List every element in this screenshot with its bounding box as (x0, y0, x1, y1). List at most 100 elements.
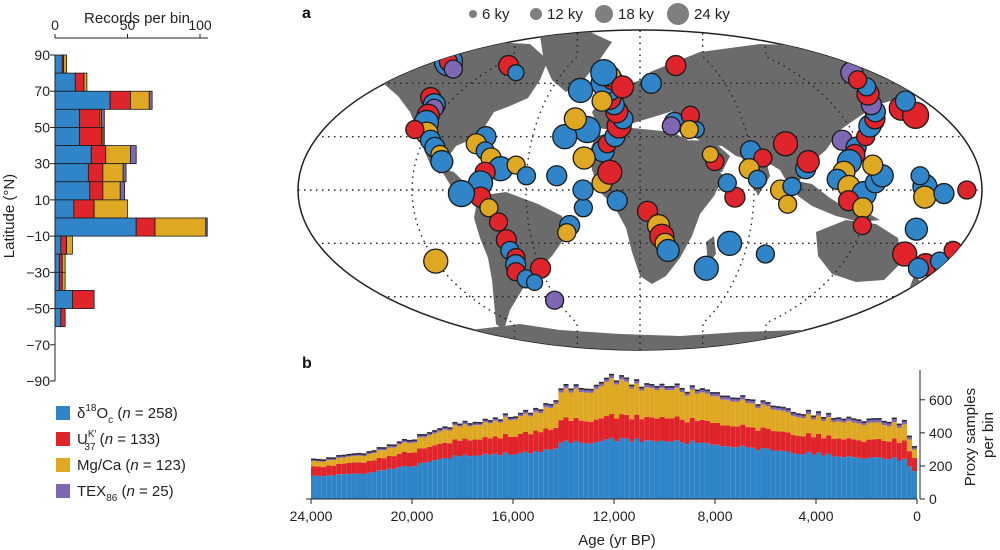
hist-bar-d18O-bin-30 (54, 145, 92, 165)
ts-bar-d18O (654, 441, 660, 499)
ts-bar-d18O (684, 444, 690, 499)
marker-d18O (606, 190, 628, 212)
hist-bars (54, 54, 208, 328)
proxy-markers (405, 47, 977, 310)
ts-bar-tex86 (659, 384, 665, 388)
ts-bar-uk37 (821, 438, 827, 456)
ts-bar-tex86 (891, 418, 897, 423)
ts-bar-mgca (371, 453, 377, 461)
hist-bar-tex86-bin-10 (119, 181, 125, 201)
ts-bar-mgca (553, 404, 559, 428)
ts-bar-tex86 (694, 390, 700, 394)
ts-bar-tex86 (730, 398, 736, 402)
ts-bar-mgca (624, 381, 630, 416)
ts-bar-tex86 (805, 410, 811, 414)
ts-bar-d18O (639, 442, 645, 499)
ts-bar-uk37 (886, 441, 892, 460)
ts-bar-tex86 (649, 384, 655, 389)
ts-bar-tex86 (588, 389, 594, 393)
ts-bar-tex86 (760, 401, 766, 405)
ts-bar-tex86 (341, 455, 347, 458)
ts-bar-d18O (755, 450, 761, 499)
ts-bar-tex86 (816, 412, 822, 416)
ts-bar-tex86 (709, 392, 715, 397)
ts-bar-tex86 (689, 386, 695, 390)
ts-bar-tex86 (790, 412, 796, 416)
ts-bar-d18O (538, 452, 544, 499)
ts-bar-uk37 (391, 456, 397, 469)
ts-bar-uk37 (841, 439, 847, 458)
ts-bar-uk37 (760, 427, 766, 448)
ts-bar-d18O (689, 440, 695, 499)
ts-bar-uk37 (810, 437, 816, 455)
ts-bar-tex86 (452, 422, 458, 426)
ts-bar-tex86 (624, 378, 630, 382)
ts-bar-uk37 (427, 446, 433, 462)
marker-d18O (640, 72, 662, 94)
ts-bar-tex86 (603, 378, 609, 382)
hist-bar-uk37-bin-40 (79, 127, 102, 146)
meridian-line (411, 30, 516, 350)
ts-bar-tex86 (391, 445, 397, 448)
ts-bar-tex86 (861, 422, 867, 426)
marker-uk37 (610, 75, 635, 99)
ts-bar-tex86 (482, 419, 488, 423)
ts-bar-d18O (679, 442, 685, 499)
ts-bar-d18O (472, 455, 478, 499)
ts-bar-tex86 (336, 455, 342, 458)
ts-bar-d18O (558, 442, 564, 499)
ts-bar-mgca (679, 392, 685, 420)
ts-bar-mgca (583, 392, 589, 422)
ts-bar-uk37 (669, 418, 675, 442)
ts-bar-d18O (735, 447, 741, 499)
ts-bar-mgca (543, 407, 549, 429)
hist-bar-d18O-bin--20 (54, 235, 62, 255)
ts-bar-tex86 (593, 385, 599, 389)
ts-y-tick-label: 600 (929, 392, 953, 408)
hist-bar-tex86-bin-60 (148, 90, 153, 110)
ts-bar-d18O (391, 468, 397, 499)
ts-bar-d18O (502, 452, 508, 499)
ts-bar-uk37 (386, 456, 392, 469)
ts-bar-mgca (664, 390, 670, 419)
marker-d18O (656, 238, 680, 263)
ts-bar-tex86 (765, 402, 771, 407)
ts-bar-uk37 (351, 462, 357, 474)
ts-bar-d18O (876, 457, 882, 499)
ts-bar-mgca (906, 439, 912, 452)
ts-bar-mgca (901, 424, 907, 441)
ts-bar-d18O (800, 454, 806, 499)
ts-bar-mgca (629, 388, 635, 420)
hist-x-tick-label: 50 (120, 17, 136, 33)
ts-bar-tex86 (780, 407, 786, 411)
ts-bar-mgca (361, 456, 367, 463)
ts-bar-mgca (391, 447, 397, 457)
ts-bar-tex86 (321, 460, 327, 462)
africa-landmass (590, 128, 724, 284)
ts-bar-d18O (780, 450, 786, 499)
ts-bar-uk37 (341, 463, 347, 475)
legend-swatch-tex86 (56, 484, 70, 498)
ts-bar-mgca (462, 424, 468, 439)
ts-bar-d18O (462, 454, 468, 499)
ts-bar-uk37 (457, 440, 463, 457)
ts-bar-tex86 (911, 446, 917, 450)
ts-bar-mgca (644, 387, 650, 417)
ts-bar-mgca (841, 422, 847, 440)
marker-d18O (904, 217, 929, 241)
marker-uk37 (753, 148, 773, 168)
hist-bar-uk37-bin--40 (58, 271, 63, 291)
ts-bar-mgca (386, 447, 392, 457)
ts-bar-d18O (826, 453, 832, 499)
hist-bar-mgca-bin-70 (83, 72, 88, 92)
ts-bar-mgca (422, 437, 428, 449)
size-legend-circle (469, 10, 477, 18)
ts-bar-d18O (871, 457, 877, 499)
ts-bar-mgca (760, 404, 766, 428)
ts-bar-uk37 (780, 431, 786, 451)
ts-bar-mgca (578, 391, 584, 421)
ts-bar-uk37 (901, 440, 907, 459)
size-legend-label: 12 ky (547, 6, 583, 23)
ts-bar-mgca (725, 399, 731, 426)
ts-bar-uk37 (311, 466, 317, 476)
